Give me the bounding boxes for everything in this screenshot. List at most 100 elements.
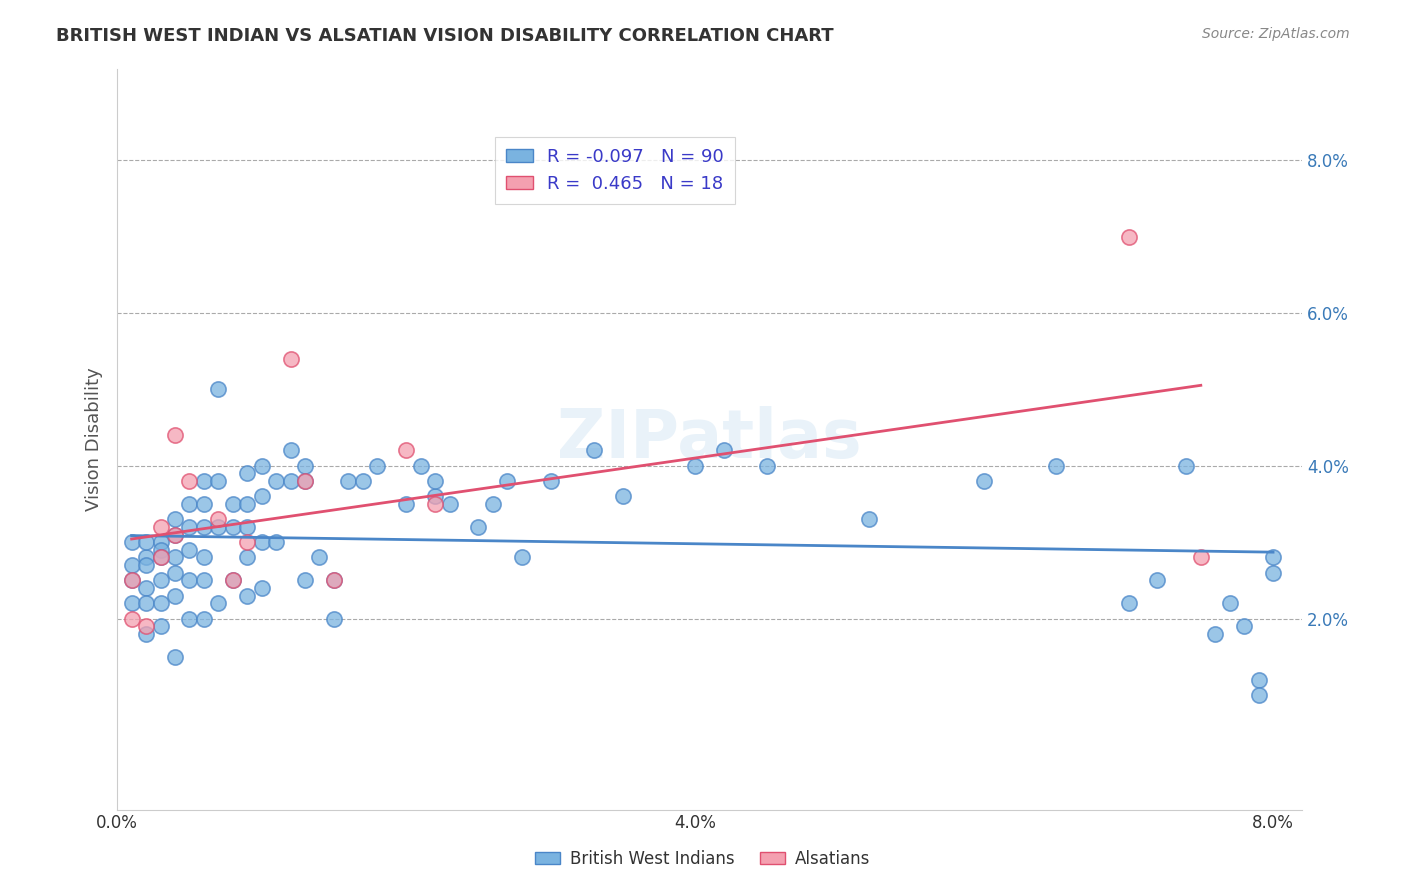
Point	[337, 474, 360, 488]
Point	[322, 574, 344, 588]
Point	[121, 596, 143, 610]
Point	[163, 550, 186, 565]
Point	[294, 574, 316, 588]
Point	[250, 458, 273, 473]
Point	[683, 458, 706, 473]
Point	[179, 497, 201, 511]
Point	[1247, 688, 1270, 702]
Point	[193, 574, 215, 588]
Point	[280, 474, 302, 488]
Point	[294, 458, 316, 473]
Point	[207, 520, 229, 534]
Point	[264, 474, 287, 488]
Point	[858, 512, 880, 526]
Point	[280, 443, 302, 458]
Point	[1261, 566, 1284, 580]
Point	[121, 535, 143, 549]
Point	[236, 520, 259, 534]
Point	[135, 627, 157, 641]
Point	[1146, 574, 1168, 588]
Point	[149, 596, 172, 610]
Point	[250, 489, 273, 503]
Point	[207, 596, 229, 610]
Point	[135, 558, 157, 572]
Point	[135, 619, 157, 633]
Text: BRITISH WEST INDIAN VS ALSATIAN VISION DISABILITY CORRELATION CHART: BRITISH WEST INDIAN VS ALSATIAN VISION D…	[56, 27, 834, 45]
Point	[135, 581, 157, 595]
Point	[756, 458, 779, 473]
Point	[163, 527, 186, 541]
Point	[163, 566, 186, 580]
Point	[179, 520, 201, 534]
Point	[1261, 550, 1284, 565]
Point	[179, 574, 201, 588]
Point	[207, 383, 229, 397]
Point	[121, 574, 143, 588]
Point	[236, 467, 259, 481]
Point	[193, 497, 215, 511]
Point	[280, 351, 302, 366]
Point	[163, 527, 186, 541]
Point	[135, 535, 157, 549]
Point	[973, 474, 995, 488]
Legend: R = -0.097   N = 90, R =  0.465   N = 18: R = -0.097 N = 90, R = 0.465 N = 18	[495, 136, 735, 203]
Point	[236, 550, 259, 565]
Point	[207, 474, 229, 488]
Point	[193, 550, 215, 565]
Point	[467, 520, 489, 534]
Point	[1233, 619, 1256, 633]
Point	[163, 428, 186, 442]
Point	[322, 574, 344, 588]
Point	[1045, 458, 1067, 473]
Point	[1118, 596, 1140, 610]
Text: Source: ZipAtlas.com: Source: ZipAtlas.com	[1202, 27, 1350, 41]
Point	[423, 489, 446, 503]
Point	[308, 550, 330, 565]
Legend: British West Indians, Alsatians: British West Indians, Alsatians	[529, 844, 877, 875]
Point	[207, 512, 229, 526]
Point	[236, 589, 259, 603]
Point	[423, 474, 446, 488]
Point	[121, 611, 143, 625]
Point	[250, 535, 273, 549]
Point	[1219, 596, 1241, 610]
Point	[193, 611, 215, 625]
Point	[149, 535, 172, 549]
Point	[163, 649, 186, 664]
Point	[366, 458, 388, 473]
Point	[149, 619, 172, 633]
Point	[1204, 627, 1226, 641]
Point	[135, 550, 157, 565]
Point	[395, 497, 418, 511]
Point	[482, 497, 505, 511]
Point	[409, 458, 432, 473]
Point	[294, 474, 316, 488]
Point	[222, 520, 245, 534]
Point	[352, 474, 374, 488]
Point	[423, 497, 446, 511]
Point	[395, 443, 418, 458]
Point	[612, 489, 634, 503]
Point	[1118, 229, 1140, 244]
Point	[149, 574, 172, 588]
Point	[179, 611, 201, 625]
Point	[222, 497, 245, 511]
Y-axis label: Vision Disability: Vision Disability	[86, 368, 103, 511]
Point	[149, 520, 172, 534]
Point	[294, 474, 316, 488]
Point	[149, 550, 172, 565]
Text: ZIPatlas: ZIPatlas	[557, 406, 862, 472]
Point	[1175, 458, 1198, 473]
Point	[149, 550, 172, 565]
Point	[496, 474, 519, 488]
Point	[222, 574, 245, 588]
Point	[1247, 673, 1270, 687]
Point	[179, 474, 201, 488]
Point	[121, 574, 143, 588]
Point	[713, 443, 735, 458]
Point	[510, 550, 533, 565]
Point	[236, 497, 259, 511]
Point	[149, 542, 172, 557]
Point	[582, 443, 605, 458]
Point	[179, 542, 201, 557]
